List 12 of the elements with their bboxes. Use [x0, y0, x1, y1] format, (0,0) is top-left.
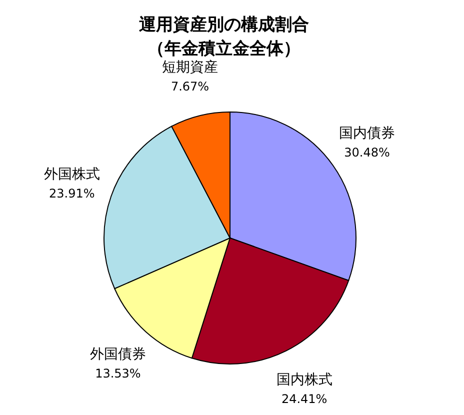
chart-title: 運用資産別の構成割合	[138, 15, 309, 35]
slice-label: 外国債券	[90, 346, 146, 363]
data-label: 23.91%	[49, 186, 95, 200]
slice-label: 外国株式	[44, 166, 100, 182]
data-label: 7.67%	[170, 79, 210, 94]
chart-subtitle: （年金積立金全体）	[148, 39, 300, 59]
slice-label: 国内株式	[276, 372, 332, 388]
slice-label: 短期資産	[162, 59, 218, 76]
data-label: 30.48%	[344, 146, 390, 160]
data-label: 24.41%	[281, 392, 328, 406]
slice-label: 国内債券	[339, 126, 396, 142]
data-label: 13.53%	[95, 366, 141, 381]
